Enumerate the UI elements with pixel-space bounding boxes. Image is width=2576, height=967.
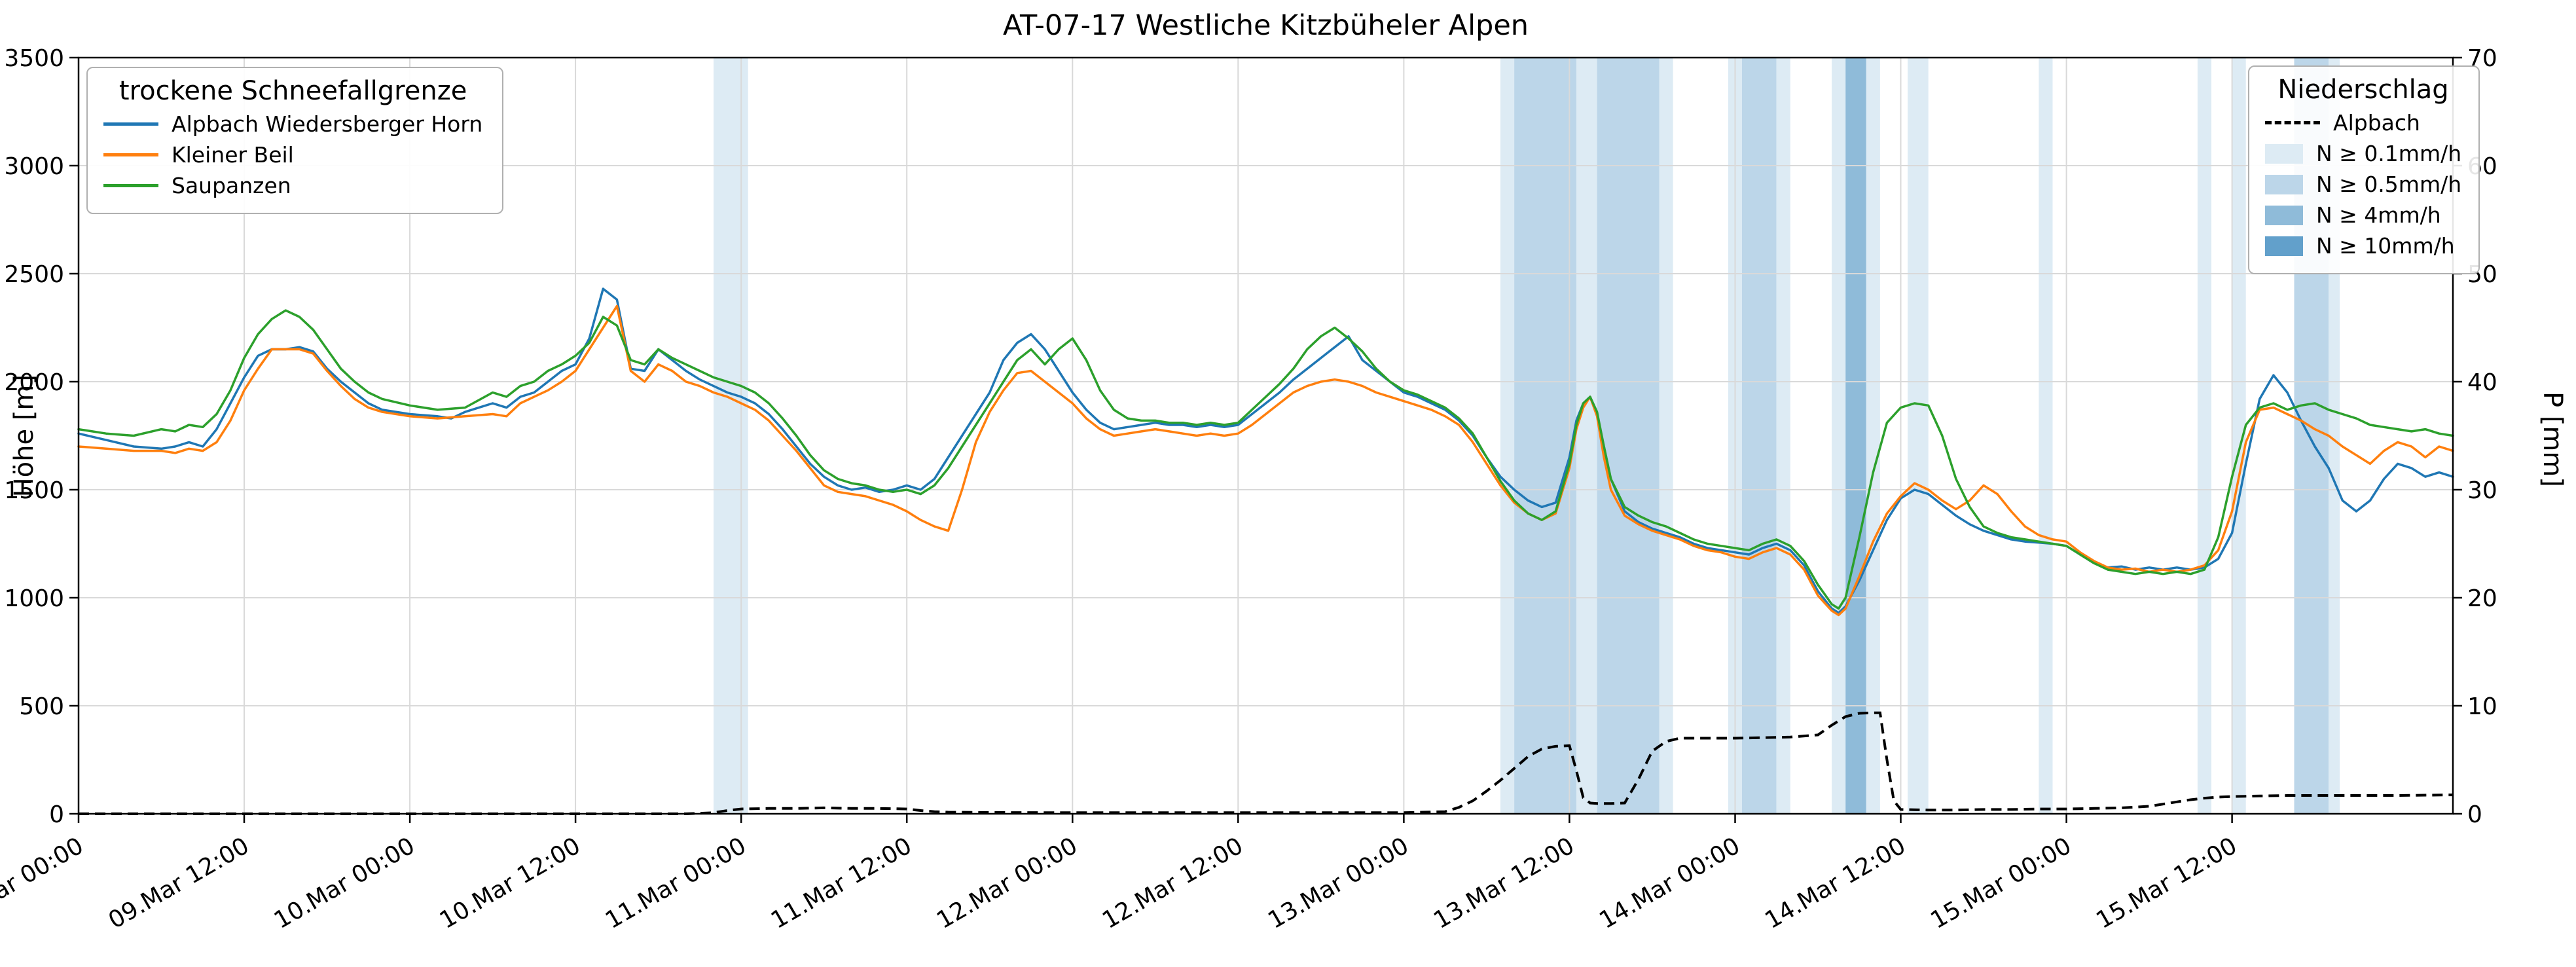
chart-title: AT-07-17 Westliche Kitzbüheler Alpen xyxy=(1002,9,1529,42)
y-left-tick-label: 2500 xyxy=(4,261,64,288)
x-tick-label: 14.Mar 12:00 xyxy=(1760,832,1910,934)
y-right-tick-label: 0 xyxy=(2467,801,2482,828)
series-line-swatch xyxy=(103,153,158,156)
y-left-tick-label: 0 xyxy=(49,801,64,828)
precip-band xyxy=(1866,58,1880,814)
precip-band xyxy=(1659,58,1673,814)
y-left-tick-label: 1000 xyxy=(4,585,64,612)
precip-band xyxy=(1908,58,1929,814)
x-tick-label: 09.Mar 00:00 xyxy=(0,832,88,934)
precip-intensity-swatch xyxy=(2265,236,2303,256)
precip-intensity-swatch xyxy=(2265,205,2303,225)
y-left-tick-label: 3500 xyxy=(4,45,64,72)
legend-entry-precip-level-1: N ≥ 0.5mm/h xyxy=(2265,172,2461,197)
plot-border xyxy=(77,56,2454,815)
precip-intensity-swatch xyxy=(2265,174,2303,194)
legend-precip: Niederschlag Alpbach N ≥ 0.1mm/h N ≥ 0.5… xyxy=(2248,65,2480,274)
legend-precip-title: Niederschlag xyxy=(2277,75,2449,105)
series-line-1 xyxy=(77,304,2454,617)
x-tick-label: 10.Mar 12:00 xyxy=(435,832,585,934)
precip-band xyxy=(1776,58,1790,814)
legend-entry-label: N ≥ 4mm/h xyxy=(2316,202,2441,228)
precip-intensity-swatch xyxy=(2265,143,2303,164)
legend-snowline-title: trockene Schneefallgrenze xyxy=(118,76,467,106)
x-tick-label: 11.Mar 12:00 xyxy=(767,832,916,934)
legend-entry-label: Saupanzen xyxy=(172,173,291,198)
x-tick-label: 09.Mar 12:00 xyxy=(104,832,254,934)
y-left-tick-label: 500 xyxy=(19,693,64,720)
series-line-swatch xyxy=(103,184,158,187)
precip-band xyxy=(1514,58,1576,814)
legend-entry-label: N ≥ 0.1mm/h xyxy=(2316,141,2462,166)
x-tick-label: 14.Mar 00:00 xyxy=(1595,832,1745,934)
y-left-tick-label: 3000 xyxy=(4,153,64,180)
precip-band xyxy=(2197,58,2211,814)
precip-band xyxy=(1832,58,1846,814)
dashed-line-swatch xyxy=(2265,121,2320,124)
legend-entry-label: N ≥ 10mm/h xyxy=(2316,233,2455,259)
y-right-tick-label: 40 xyxy=(2467,369,2497,396)
y-left-tick-label: 2000 xyxy=(4,369,64,396)
x-tick-label: 12.Mar 00:00 xyxy=(932,832,1082,934)
x-tick-label: 10.Mar 00:00 xyxy=(270,832,420,934)
precip-band xyxy=(714,58,748,814)
legend-entry-label: Alpbach Wiedersberger Horn xyxy=(172,111,483,137)
legend-snowline: trockene Schneefallgrenze Alpbach Wieder… xyxy=(86,67,504,214)
precip-band xyxy=(1845,58,1866,814)
y-axis-title-right: P [mm] xyxy=(2537,392,2567,487)
y-right-tick-label: 30 xyxy=(2467,477,2497,504)
x-tick-label: 13.Mar 00:00 xyxy=(1263,832,1413,934)
precip-band xyxy=(1576,58,1597,814)
precip-band xyxy=(2039,58,2053,814)
legend-entry-label: Alpbach xyxy=(2333,110,2420,136)
x-tick-label: 15.Mar 12:00 xyxy=(2092,832,2241,934)
legend-entry-precip-line: Alpbach xyxy=(2265,110,2461,136)
y-right-tick-label: 20 xyxy=(2467,585,2497,612)
legend-entry-precip-level-0: N ≥ 0.1mm/h xyxy=(2265,141,2461,166)
legend-entry-label: N ≥ 0.5mm/h xyxy=(2316,172,2462,197)
legend-entry-kleiner-beil: Kleiner Beil xyxy=(103,142,482,168)
y-right-tick-label: 10 xyxy=(2467,693,2497,720)
series-line-swatch xyxy=(103,122,158,126)
legend-entry-saupanzen: Saupanzen xyxy=(103,173,482,198)
legend-entry-precip-level-2: N ≥ 4mm/h xyxy=(2265,202,2461,228)
y-left-tick-label: 1500 xyxy=(4,477,64,504)
series-line-2 xyxy=(77,309,2454,610)
precip-band xyxy=(1500,58,1515,814)
precip-band xyxy=(1597,58,1660,814)
precip-line xyxy=(79,711,2454,815)
precip-band xyxy=(2232,58,2246,814)
x-tick-label: 12.Mar 12:00 xyxy=(1098,832,1248,934)
x-tick-label: 13.Mar 12:00 xyxy=(1429,832,1579,934)
legend-entry-label: Kleiner Beil xyxy=(172,142,294,168)
legend-entry-precip-level-3: N ≥ 10mm/h xyxy=(2265,233,2461,259)
precip-band xyxy=(1742,58,1777,814)
legend-entry-alpbach-wiedersberger-horn: Alpbach Wiedersberger Horn xyxy=(103,111,482,137)
x-tick-label: 15.Mar 00:00 xyxy=(1926,832,2076,934)
x-tick-label: 11.Mar 00:00 xyxy=(601,832,751,934)
